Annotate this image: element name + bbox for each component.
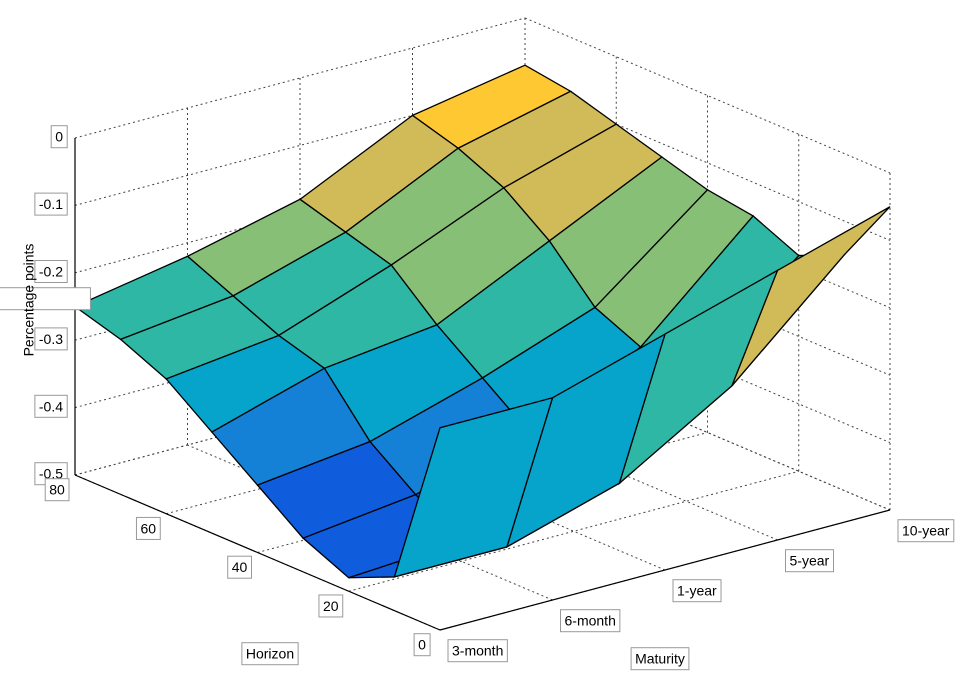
z-tick-label: -0.4 (39, 398, 63, 414)
y-tick-label-box (44, 478, 70, 502)
z-tick-label: -0.3 (39, 331, 63, 347)
x-axis-title-box (630, 647, 690, 671)
z-tick-label-box (34, 192, 68, 216)
z-tick-label-box (50, 125, 68, 149)
y-tick-label: 80 (49, 482, 65, 498)
surface-layer (73, 64, 891, 579)
y-tick-label-box (135, 516, 161, 540)
y-axis-title-box (241, 642, 299, 666)
grid-line (524, 17, 891, 174)
z-tick-label-box (34, 327, 68, 351)
z-tick-label: -0.2 (39, 264, 63, 280)
x-tick-label: 5-year (790, 553, 830, 569)
z-tick-label-box (34, 260, 68, 284)
surface-cell (393, 396, 554, 578)
y-tick-label: 0 (418, 637, 426, 653)
z-tick-label-box (34, 394, 68, 418)
x-tick-label-box (672, 579, 722, 603)
x-tick-label-box (447, 639, 508, 663)
x-tick-label-box (560, 609, 621, 633)
z-tick-label: 0 (55, 129, 63, 145)
z-axis-title-box (0, 287, 91, 311)
y-axis (74, 474, 441, 631)
y-tick-label-box (413, 633, 431, 657)
x-tick-label: 3-month (452, 643, 503, 659)
y-tick-label: 20 (323, 598, 339, 614)
x-tick-label: 10-year (902, 523, 950, 539)
x-tick-label-box (785, 549, 835, 573)
y-tick-label-box (318, 594, 344, 618)
x-axis-title: Maturity (635, 651, 685, 667)
z-tick-label: -0.1 (39, 196, 63, 212)
x-tick-label: 1-year (677, 583, 717, 599)
label-layer: 0 -0.1 -0.2 -0.3 -0.4 -0.5 0 20 40 60 80 3-month 6-m… (0, 125, 955, 671)
x-axis (439, 509, 891, 631)
y-axis-title: Horizon (246, 646, 294, 662)
y-tick-label-box (227, 555, 252, 579)
x-tick-label: 6-month (565, 613, 616, 629)
z-tick-label: -0.5 (39, 466, 63, 482)
z-axis-title: Percentage points (21, 244, 37, 357)
y-tick-label: 40 (232, 559, 248, 575)
y-tick-label: 60 (140, 520, 156, 536)
x-tick-label-box (897, 519, 955, 543)
